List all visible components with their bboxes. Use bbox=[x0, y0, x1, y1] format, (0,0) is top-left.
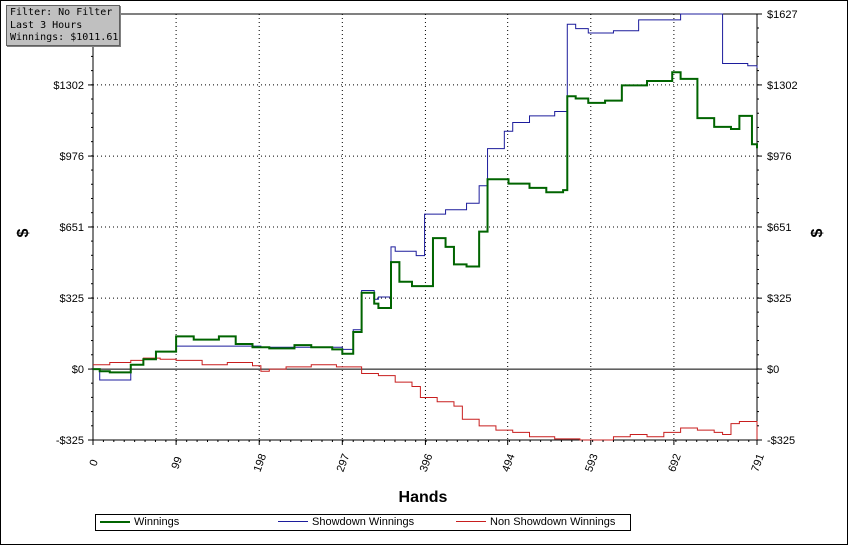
y-tick-label-right: -$325 bbox=[767, 435, 795, 447]
x-tick-label: 692 bbox=[666, 452, 684, 473]
x-tick-label: 297 bbox=[335, 452, 353, 473]
y-tick-label-right: $976 bbox=[767, 151, 791, 163]
y-tick-label-left: -$325 bbox=[56, 435, 84, 447]
y-tick-label-left: $1302 bbox=[53, 80, 84, 92]
legend: Winnings Showdown Winnings Non Showdown … bbox=[95, 514, 631, 531]
winnings-total-line: Winnings: $1011.61 bbox=[10, 32, 119, 43]
y-tick-label-right: $651 bbox=[767, 222, 791, 234]
legend-label-showdown: Showdown Winnings bbox=[312, 516, 415, 528]
x-tick-label: 791 bbox=[749, 452, 767, 473]
x-tick-label: 494 bbox=[500, 452, 518, 473]
non-showdown-winnings-line bbox=[93, 357, 758, 441]
x-tick-label: 593 bbox=[583, 452, 601, 473]
y-tick-label-right: $325 bbox=[767, 293, 791, 305]
time-range-line: Last 3 Hours bbox=[10, 19, 83, 31]
x-tick-label: 198 bbox=[252, 452, 270, 473]
y-tick-label-left: $325 bbox=[60, 293, 84, 305]
x-tick-label: 99 bbox=[170, 455, 185, 471]
legend-label-winnings: Winnings bbox=[134, 516, 180, 528]
y-tick-label-left: $651 bbox=[60, 222, 84, 234]
y-tick-label-right: $1302 bbox=[767, 80, 798, 92]
y-tick-label-right: $1627 bbox=[767, 9, 798, 21]
series-group bbox=[93, 13, 758, 441]
x-tick-label: 396 bbox=[418, 452, 436, 473]
legend-label-non-showdown: Non Showdown Winnings bbox=[490, 516, 616, 528]
y-axis-label-left: $ bbox=[15, 228, 32, 237]
showdown-winnings-line bbox=[93, 13, 758, 381]
legend-swatch-showdown bbox=[278, 521, 308, 522]
x-tick-label: 0 bbox=[87, 458, 100, 468]
filter-info-box: Filter: No Filter Last 3 Hours Winnings:… bbox=[6, 5, 120, 46]
y-axis-label-right: $ bbox=[809, 228, 826, 237]
y-tick-label-right: $0 bbox=[767, 364, 779, 376]
filter-line: Filter: No Filter bbox=[10, 7, 113, 18]
legend-swatch-winnings bbox=[100, 521, 130, 523]
winnings-line bbox=[93, 71, 758, 374]
y-tick-label-left: $976 bbox=[60, 151, 84, 163]
y-tick-label-left: $0 bbox=[72, 364, 84, 376]
legend-swatch-non-showdown bbox=[456, 521, 486, 522]
x-axis-label: Hands bbox=[399, 489, 448, 506]
